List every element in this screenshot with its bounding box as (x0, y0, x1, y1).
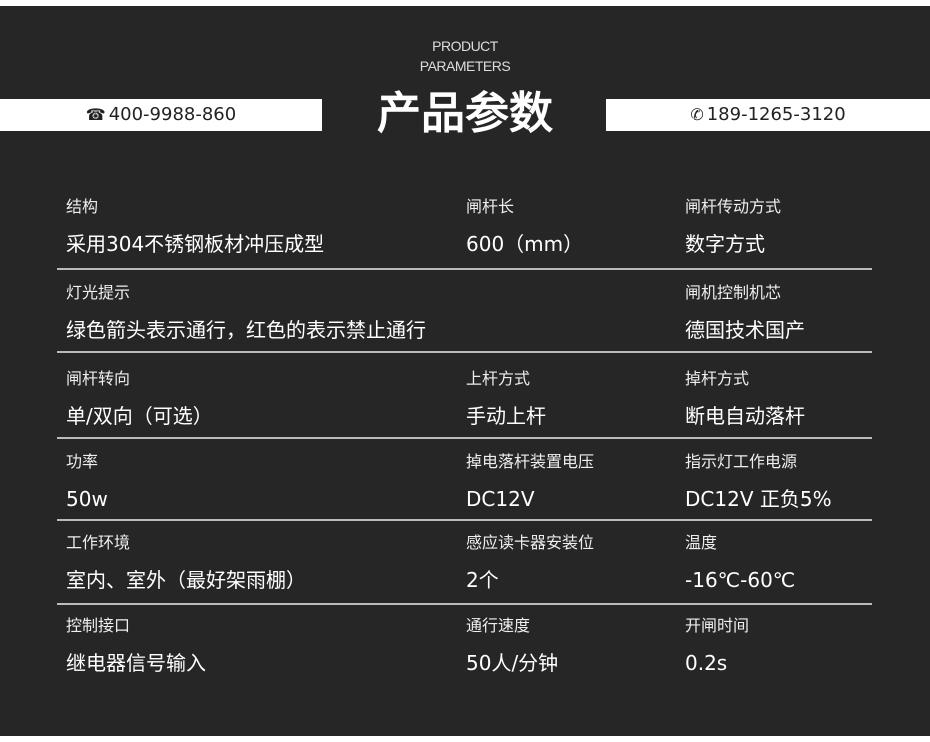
phone-left: 400-9988-860 (108, 104, 237, 125)
subtitle-en-1: PRODUCT (432, 38, 498, 54)
param-cell: 闸杆长 600（mm） (466, 197, 583, 257)
telephone-icon: ☎ (85, 105, 106, 124)
param-value: 数字方式 (685, 232, 765, 256)
param-cell: 指示灯工作电源 DC12V 正负5% (685, 452, 832, 512)
param-cell: 结构采用304不锈钢板材冲压成型 (66, 197, 324, 257)
param-cell: 开闸时间 0.2s (685, 616, 749, 676)
param-value: 绿色箭头表示通行，红色的表示禁止通行 (66, 318, 426, 342)
24h-phone-icon: ✆ (690, 105, 704, 124)
param-label: 指示灯工作电源 (685, 452, 798, 471)
param-cell: 闸机控制机芯德国技术国产 (685, 283, 805, 343)
param-value: 单/双向（可选） (66, 404, 213, 428)
row-divider (57, 351, 872, 353)
param-value: 继电器信号输入 (66, 651, 206, 675)
param-label: 闸机控制机芯 (685, 283, 782, 302)
param-value: 采用304不锈钢板材冲压成型 (66, 232, 325, 256)
param-cell: 感应读卡器安装位 2个 (466, 533, 594, 593)
param-label: 掉杆方式 (685, 369, 750, 388)
param-value: -16℃-60℃ (685, 568, 796, 592)
phone-right: 189-1265-3120 (706, 104, 846, 125)
row-divider (57, 437, 872, 439)
param-cell: 掉电落杆装置电压 DC12V (466, 452, 594, 512)
param-label: 闸杆转向 (66, 369, 131, 388)
row-divider (57, 519, 872, 521)
row-divider (57, 268, 872, 270)
param-label: 感应读卡器安装位 (466, 533, 595, 552)
param-value: 室内、室外（最好架雨棚） (66, 568, 306, 592)
param-cell: 掉杆方式断电自动落杆 (685, 369, 805, 429)
param-cell: 功率 50w (66, 452, 108, 512)
param-label: 闸杆长 (466, 197, 515, 216)
subtitle-en-2: PARAMETERS (419, 58, 511, 74)
param-label: 闸杆传动方式 (685, 197, 782, 216)
param-cell: 工作环境室内、室外（最好架雨棚） (66, 533, 306, 593)
param-value: DC12V (466, 487, 535, 511)
param-value: 600（mm） (466, 232, 584, 256)
param-cell: 控制接口继电器信号输入 (66, 616, 206, 676)
param-value: 断电自动落杆 (685, 404, 805, 428)
param-cell: 闸杆转向单/双向（可选） (66, 369, 213, 429)
param-value: 手动上杆 (466, 404, 546, 428)
param-value: DC12V 正负5% (685, 487, 832, 511)
phone-bar-left: ☎ 400-9988-860 (0, 99, 322, 131)
param-cell: 上杆方式 手动上杆 (466, 369, 546, 429)
param-cell: 灯光提示绿色箭头表示通行，红色的表示禁止通行 (66, 283, 426, 343)
param-label: 温度 (685, 533, 718, 552)
param-cell: 通行速度 50人/分钟 (466, 616, 558, 676)
param-cell: 温度 -16℃-60℃ (685, 533, 795, 593)
param-value: 50人/分钟 (466, 651, 559, 675)
param-value: 50w (66, 487, 108, 511)
page-title: 产品参数 (377, 88, 553, 139)
param-label: 灯光提示 (66, 283, 131, 302)
param-label: 结构 (66, 197, 99, 216)
param-value: 2个 (466, 568, 499, 592)
param-label: 控制接口 (66, 616, 131, 635)
phone-bar-right: ✆ 189-1265-3120 (606, 99, 930, 131)
param-value: 0.2s (685, 651, 728, 675)
param-label: 掉电落杆装置电压 (466, 452, 595, 471)
param-label: 功率 (66, 452, 99, 471)
param-label: 上杆方式 (466, 369, 531, 388)
param-value: 德国技术国产 (685, 318, 805, 342)
param-label: 开闸时间 (685, 616, 750, 635)
param-cell: 闸杆传动方式数字方式 (685, 197, 781, 257)
param-label: 工作环境 (66, 533, 131, 552)
row-divider (57, 603, 872, 605)
param-label: 通行速度 (466, 616, 531, 635)
